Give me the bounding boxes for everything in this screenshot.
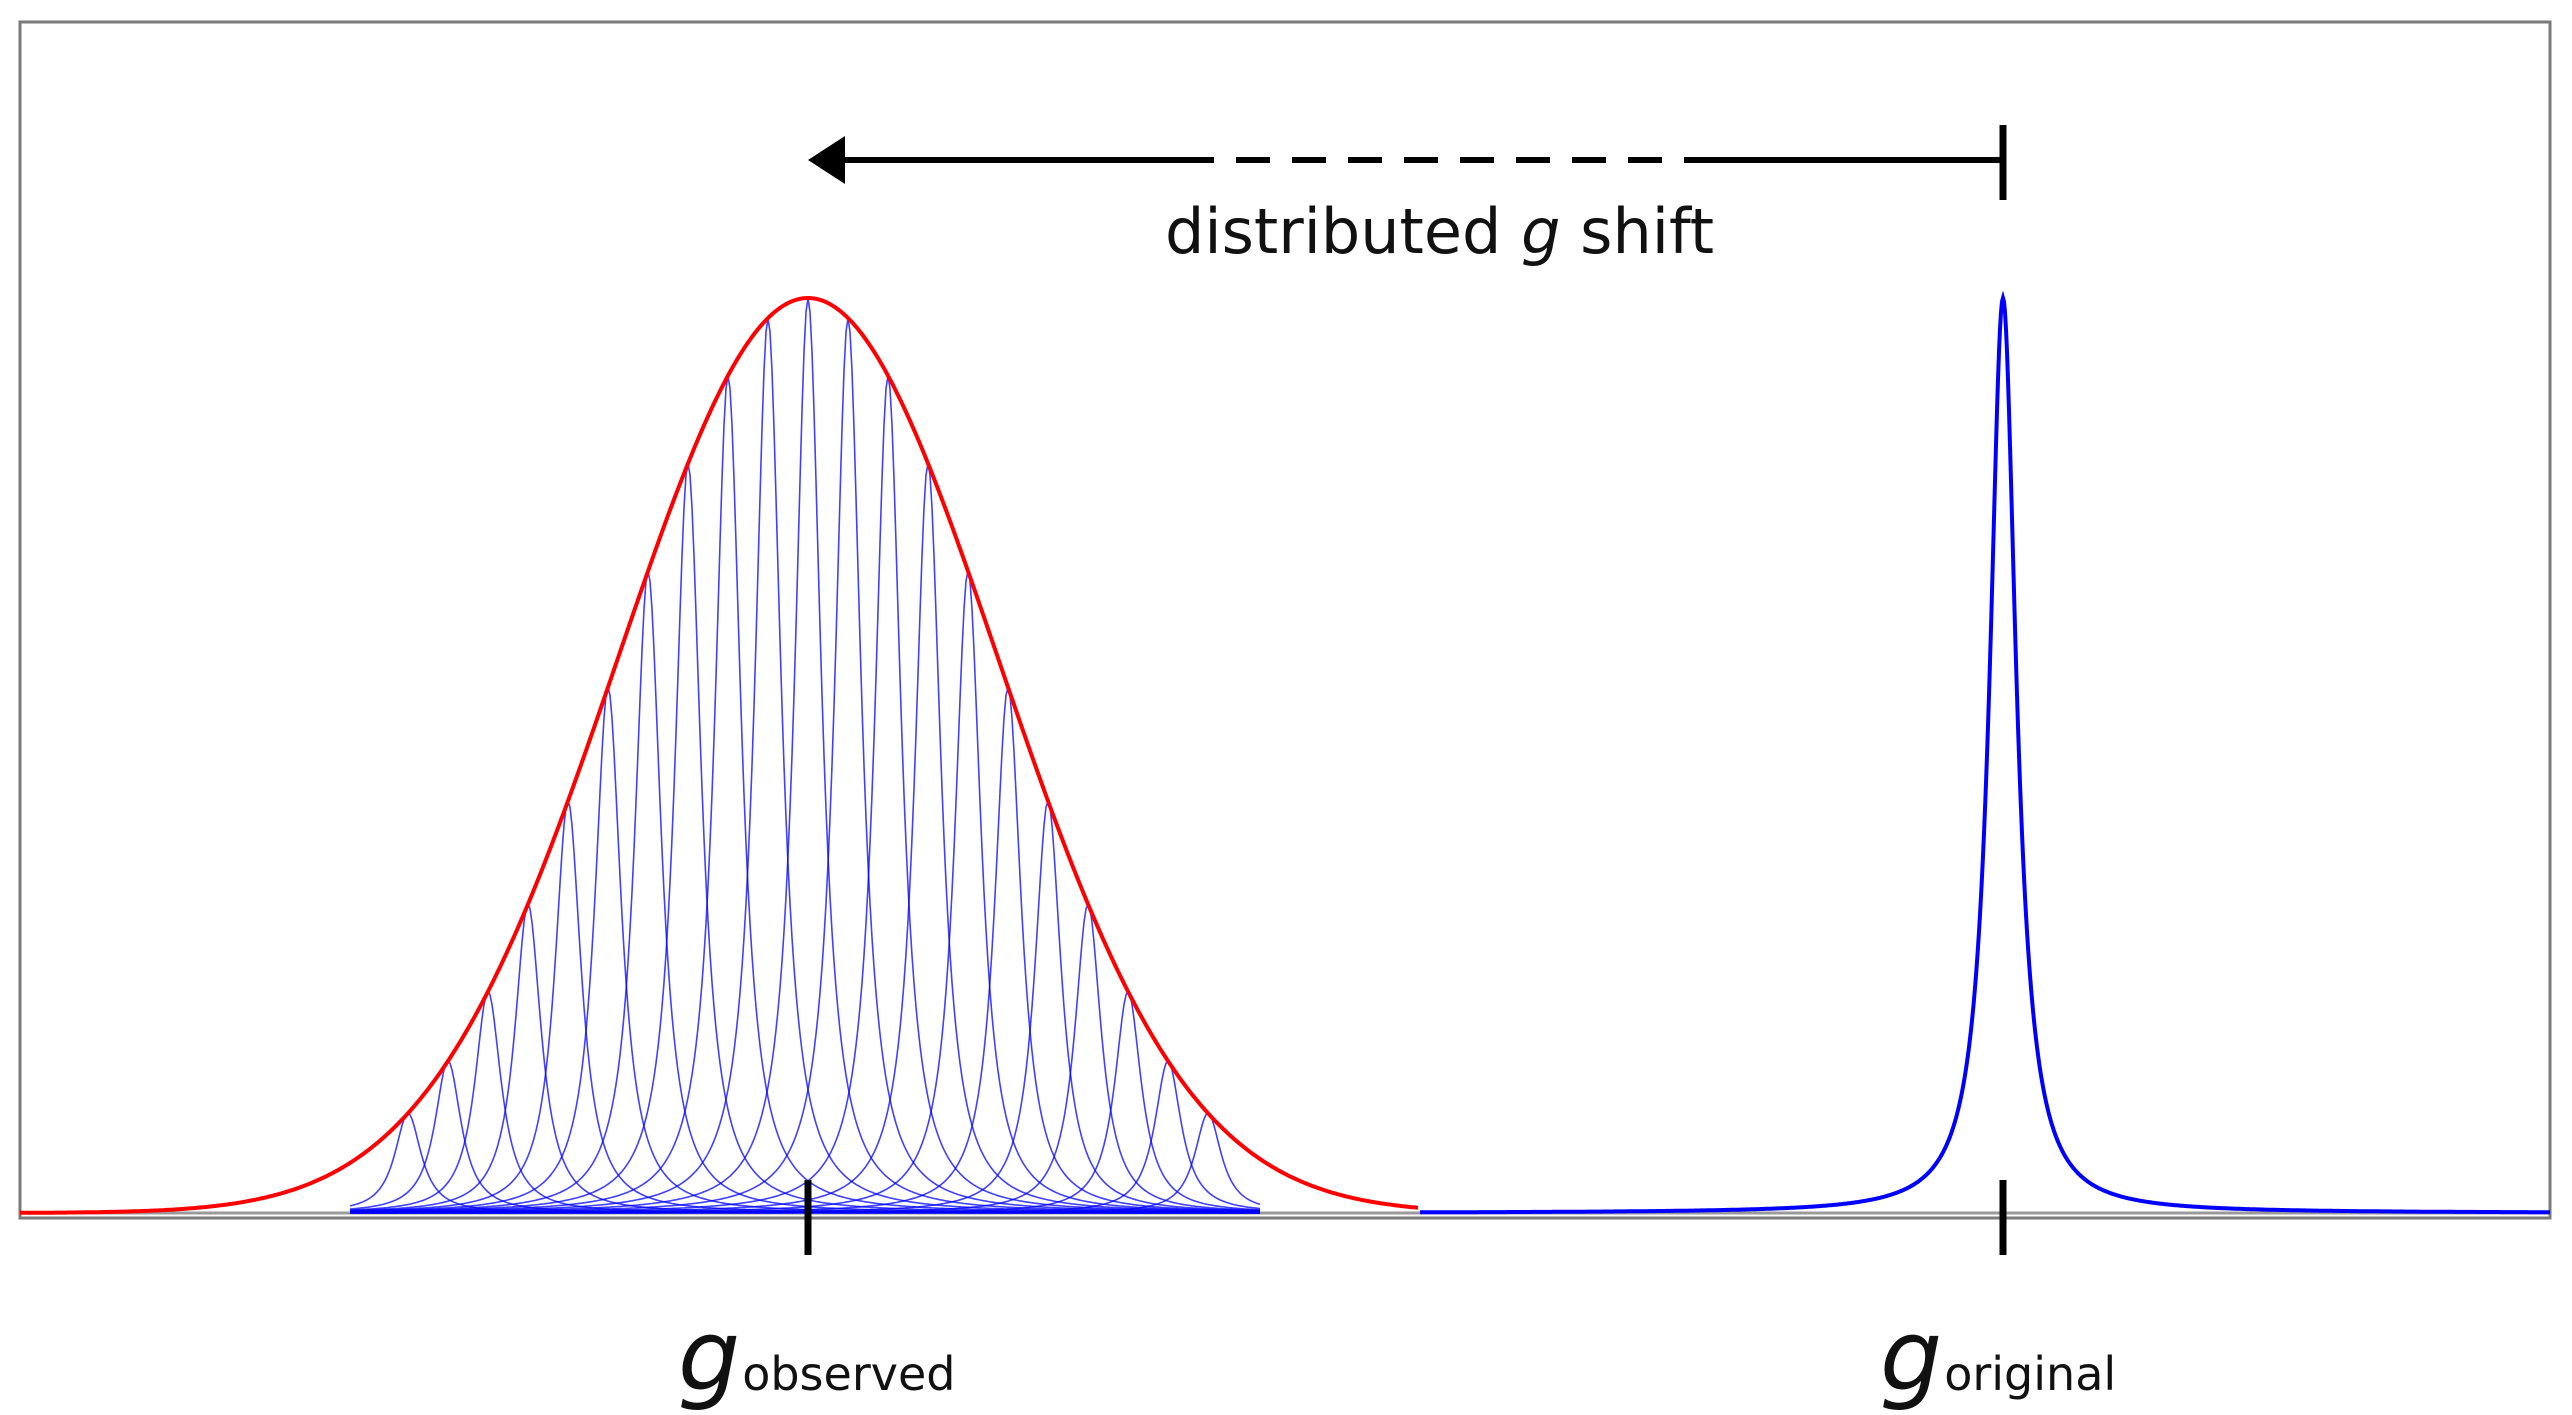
plot-frame <box>18 20 2552 1220</box>
component-line <box>350 463 1260 1214</box>
component-line <box>350 317 1261 1213</box>
g-original-label: goriginal <box>1880 1300 2117 1414</box>
original-peak-line <box>1420 290 2550 1215</box>
component-line <box>350 463 1261 1214</box>
component-line <box>350 902 1260 1214</box>
component-line <box>349 571 1260 1214</box>
component-line <box>350 902 1260 1214</box>
component-line <box>350 687 1260 1214</box>
g-observed-label: gobserved <box>678 1300 956 1414</box>
arrowhead-icon <box>808 136 845 184</box>
shift-label: distributed g shift <box>1165 195 1715 268</box>
gaussian-envelope-line <box>20 295 1419 1215</box>
component-line <box>350 375 1260 1213</box>
lorentzian-components <box>349 297 1261 1214</box>
shift-arrow <box>808 125 2007 200</box>
component-line <box>350 375 1261 1214</box>
component-line <box>350 571 1260 1214</box>
component-line <box>350 687 1260 1214</box>
component-line <box>350 317 1261 1213</box>
